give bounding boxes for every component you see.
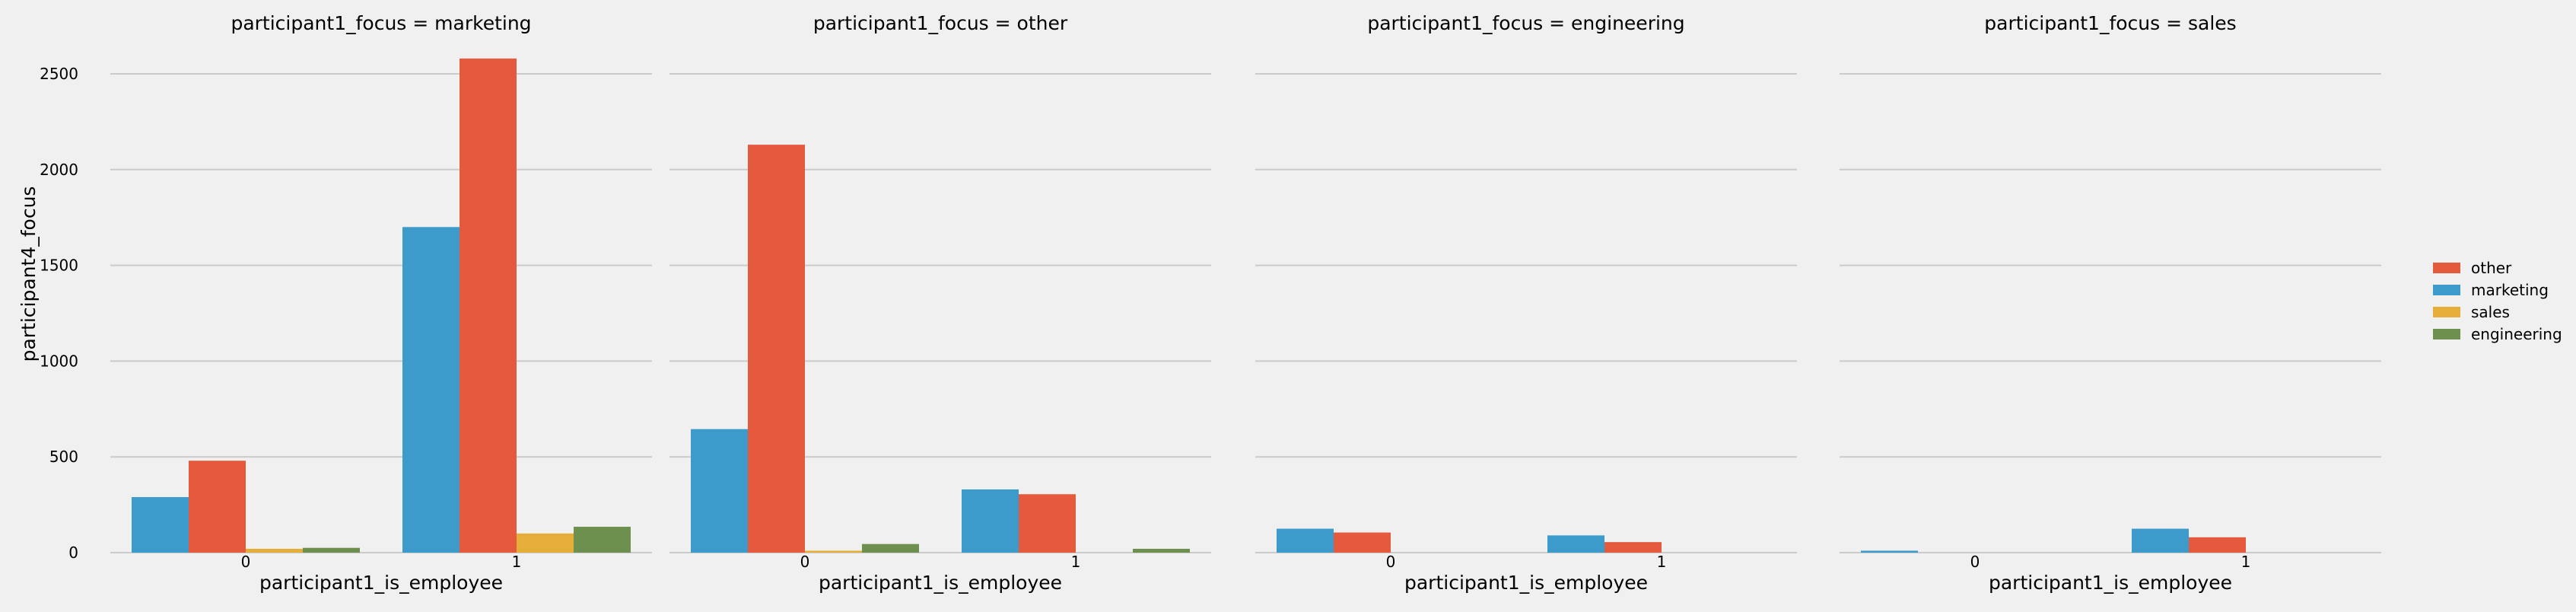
bar-sales [517, 533, 574, 553]
y-axis-label: participant4_focus [17, 186, 40, 362]
bar-engineering [862, 543, 919, 553]
bar-other [1334, 532, 1391, 553]
y-tick-label: 2000 [40, 161, 78, 179]
x-axis-label: participant1_is_employee [1989, 572, 2232, 594]
bar-other [1604, 542, 1662, 553]
bar-marketing [962, 489, 1019, 553]
bar-engineering [574, 527, 631, 553]
x-axis-label: participant1_is_employee [259, 572, 503, 594]
x-tick-label: 1 [1071, 553, 1081, 571]
bar-marketing [132, 497, 189, 553]
x-tick-label: 0 [1386, 553, 1396, 571]
legend-swatch-marketing [2433, 285, 2460, 295]
x-axis-label: participant1_is_employee [1404, 572, 1648, 594]
legend-label-marketing: marketing [2471, 281, 2549, 299]
x-tick-label: 1 [2241, 553, 2251, 571]
y-tick-label: 500 [49, 448, 78, 466]
bar-other [460, 58, 517, 553]
legend-swatch-sales [2433, 307, 2460, 317]
y-tick-label: 1500 [40, 257, 78, 275]
panel-title: participant1_focus = other [813, 12, 1068, 34]
x-tick-label: 0 [241, 553, 251, 571]
y-tick-label: 2500 [40, 65, 78, 83]
bar-other [748, 145, 805, 553]
bar-marketing [1861, 550, 1918, 553]
bar-marketing [1547, 535, 1604, 553]
bar-sales [805, 550, 862, 553]
legend-label-other: other [2471, 259, 2512, 277]
bar-engineering [303, 547, 360, 553]
x-tick-label: 1 [512, 553, 522, 571]
x-tick-label: 1 [1657, 553, 1667, 571]
bar-other [1019, 494, 1076, 553]
bar-marketing [2132, 528, 2189, 553]
x-tick-label: 0 [1970, 553, 1980, 571]
legend-swatch-engineering [2433, 329, 2460, 339]
y-tick-label: 1000 [40, 352, 78, 370]
bar-other [2189, 537, 2246, 553]
legend-swatch-other [2433, 263, 2460, 273]
panel-title: participant1_focus = sales [1984, 12, 2236, 34]
bar-marketing [1277, 528, 1334, 553]
bar-engineering [1133, 548, 1190, 553]
bar-marketing [402, 227, 460, 553]
legend-label-sales: sales [2471, 303, 2510, 321]
bar-marketing [691, 429, 748, 553]
x-tick-label: 0 [800, 553, 810, 571]
panel-title: participant1_focus = engineering [1367, 12, 1684, 34]
y-tick-label: 0 [68, 543, 78, 562]
x-axis-label: participant1_is_employee [819, 572, 1062, 594]
bar-sales [246, 548, 303, 553]
panel-title: participant1_focus = marketing [231, 12, 531, 34]
legend-label-engineering: engineering [2471, 325, 2562, 343]
bar-other [189, 461, 246, 553]
